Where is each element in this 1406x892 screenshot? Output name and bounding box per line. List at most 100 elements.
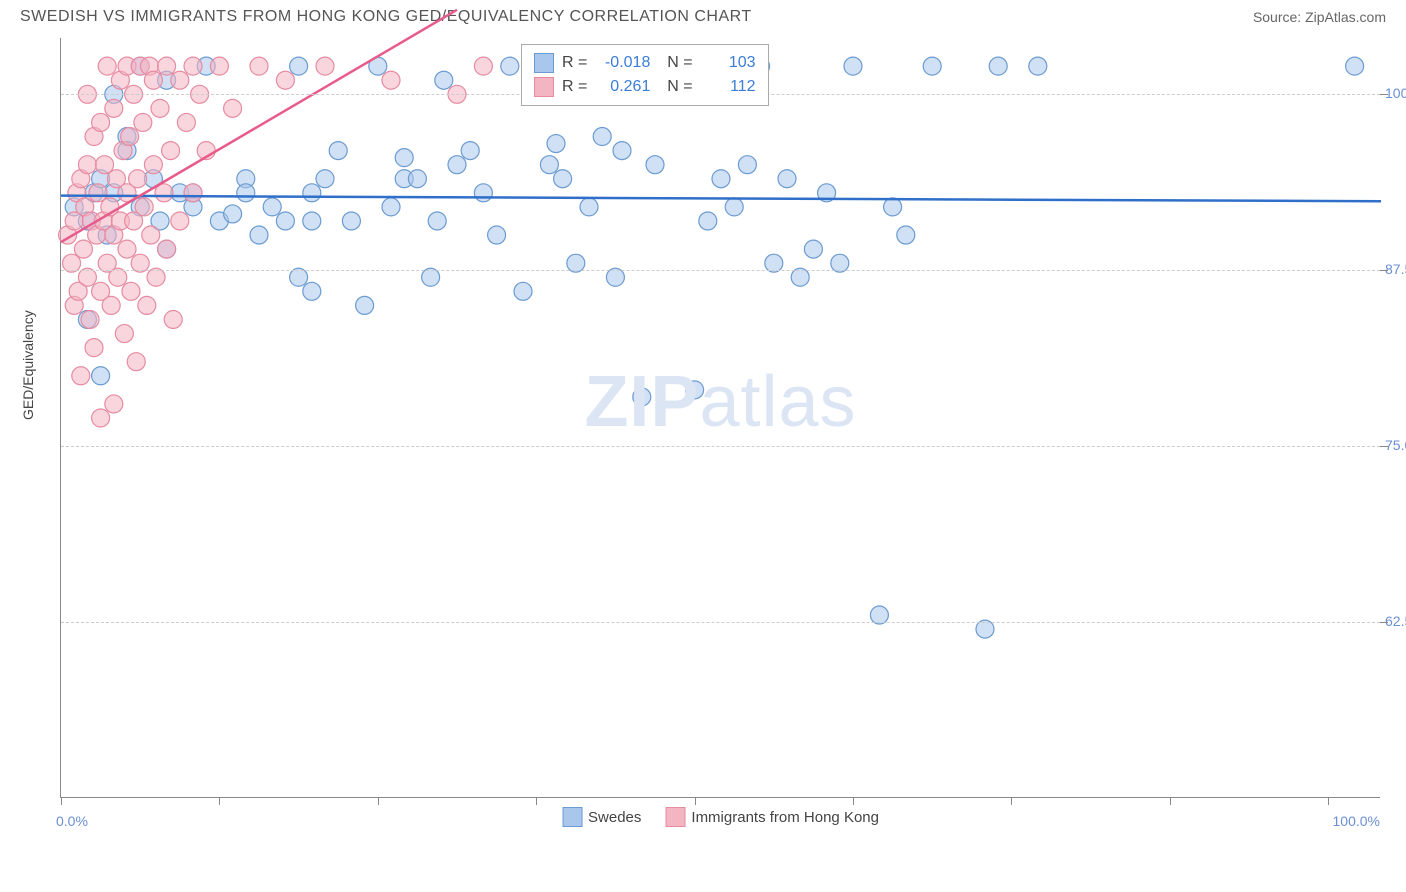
data-point: [102, 296, 120, 314]
data-point: [804, 240, 822, 258]
gridline: [61, 446, 1380, 447]
data-point: [171, 71, 189, 89]
n-value-0: 103: [701, 51, 756, 75]
data-point: [428, 212, 446, 230]
data-point: [1346, 57, 1364, 75]
data-point: [712, 170, 730, 188]
data-point: [686, 381, 704, 399]
y-tick: [1380, 94, 1388, 95]
x-tick: [61, 797, 62, 805]
data-point: [138, 296, 156, 314]
data-point: [303, 184, 321, 202]
data-point: [237, 184, 255, 202]
data-point: [105, 395, 123, 413]
chart-header: SWEDISH VS IMMIGRANTS FROM HONG KONG GED…: [0, 0, 1406, 30]
x-tick: [536, 797, 537, 805]
data-point: [158, 57, 176, 75]
data-point: [435, 71, 453, 89]
data-point: [72, 367, 90, 385]
data-point: [92, 367, 110, 385]
x-tick: [1011, 797, 1012, 805]
data-point: [98, 57, 116, 75]
data-point: [184, 184, 202, 202]
data-point: [633, 388, 651, 406]
r-label: R =: [562, 75, 587, 99]
data-point: [725, 198, 743, 216]
data-point: [250, 57, 268, 75]
y-tick-label: 75.0%: [1385, 437, 1406, 453]
data-point: [224, 99, 242, 117]
data-point: [162, 142, 180, 160]
chart-plot-area: ZIPatlas R = -0.018 N = 103 R = 0.261 N …: [60, 38, 1380, 798]
data-point: [250, 226, 268, 244]
data-point: [105, 99, 123, 117]
gridline: [61, 270, 1380, 271]
scatter-svg: [61, 38, 1380, 797]
data-point: [316, 57, 334, 75]
data-point: [593, 128, 611, 146]
y-tick: [1380, 270, 1388, 271]
data-point: [554, 170, 572, 188]
data-point: [989, 57, 1007, 75]
x-tick: [219, 797, 220, 805]
data-point: [303, 212, 321, 230]
stats-row-1: R = 0.261 N = 112: [534, 75, 756, 99]
x-tick: [1328, 797, 1329, 805]
data-point: [316, 170, 334, 188]
data-point: [92, 409, 110, 427]
data-point: [382, 198, 400, 216]
data-point: [474, 57, 492, 75]
r-label: R =: [562, 51, 587, 75]
x-axis-max-label: 100.0%: [1333, 813, 1380, 829]
data-point: [897, 226, 915, 244]
legend-item-0: Swedes: [562, 807, 641, 827]
legend-swatch-1: [665, 807, 685, 827]
data-point: [142, 226, 160, 244]
x-tick: [695, 797, 696, 805]
data-point: [501, 57, 519, 75]
data-point: [408, 170, 426, 188]
data-point: [144, 71, 162, 89]
n-label: N =: [658, 75, 692, 99]
data-point: [74, 240, 92, 258]
data-point: [540, 156, 558, 174]
r-value-0: -0.018: [595, 51, 650, 75]
data-point: [699, 212, 717, 230]
data-point: [184, 57, 202, 75]
data-point: [276, 71, 294, 89]
data-point: [395, 149, 413, 167]
data-point: [514, 282, 532, 300]
data-point: [461, 142, 479, 160]
data-point: [224, 205, 242, 223]
data-point: [118, 240, 136, 258]
data-point: [382, 71, 400, 89]
data-point: [127, 353, 145, 371]
y-tick: [1380, 446, 1388, 447]
data-point: [342, 212, 360, 230]
n-label: N =: [658, 51, 692, 75]
x-tick: [378, 797, 379, 805]
data-point: [290, 57, 308, 75]
stats-row-0: R = -0.018 N = 103: [534, 51, 756, 75]
source-label: Source: ZipAtlas.com: [1253, 9, 1386, 25]
n-value-1: 112: [701, 75, 756, 99]
trend-line: [61, 196, 1381, 202]
stats-legend: R = -0.018 N = 103 R = 0.261 N = 112: [521, 44, 769, 106]
data-point: [115, 325, 133, 343]
y-tick-label: 87.5%: [1385, 261, 1406, 277]
x-axis-min-label: 0.0%: [56, 813, 88, 829]
data-point: [884, 198, 902, 216]
stats-swatch-0: [534, 53, 554, 73]
data-point: [547, 135, 565, 153]
data-point: [210, 57, 228, 75]
data-point: [738, 156, 756, 174]
y-tick-label: 100.0%: [1385, 85, 1406, 101]
data-point: [448, 156, 466, 174]
data-point: [164, 310, 182, 328]
data-point: [151, 99, 169, 117]
legend-swatch-0: [562, 807, 582, 827]
data-point: [263, 198, 281, 216]
data-point: [144, 156, 162, 174]
gridline: [61, 622, 1380, 623]
legend-item-1: Immigrants from Hong Kong: [665, 807, 879, 827]
